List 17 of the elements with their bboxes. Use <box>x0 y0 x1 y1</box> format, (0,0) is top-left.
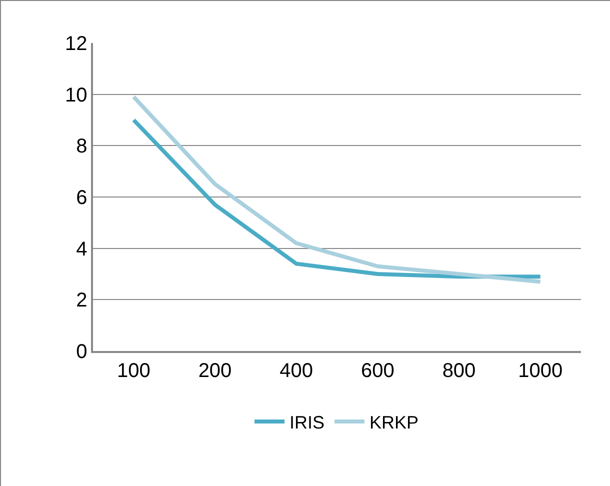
y-tick-label: 2 <box>76 290 88 312</box>
x-tick-label: 100 <box>116 360 150 382</box>
y-tick-label: 0 <box>76 341 88 363</box>
line-series <box>132 118 542 279</box>
line-series <box>132 94 542 284</box>
y-tick-label: 4 <box>76 238 88 260</box>
y-tick-label: 12 <box>65 33 88 55</box>
y-tick-label: 10 <box>65 84 88 106</box>
x-tick-label: 200 <box>198 360 232 382</box>
legend-label: IRIS <box>290 412 325 433</box>
x-tick-label: 800 <box>442 360 476 382</box>
x-tick-label: 400 <box>280 360 314 382</box>
y-tick-label: 6 <box>76 187 88 209</box>
x-tick-label: 600 <box>360 360 394 382</box>
legend-label: KRKP <box>370 412 419 433</box>
y-tick-label: 8 <box>76 136 88 158</box>
x-tick-label: 1000 <box>518 360 563 382</box>
